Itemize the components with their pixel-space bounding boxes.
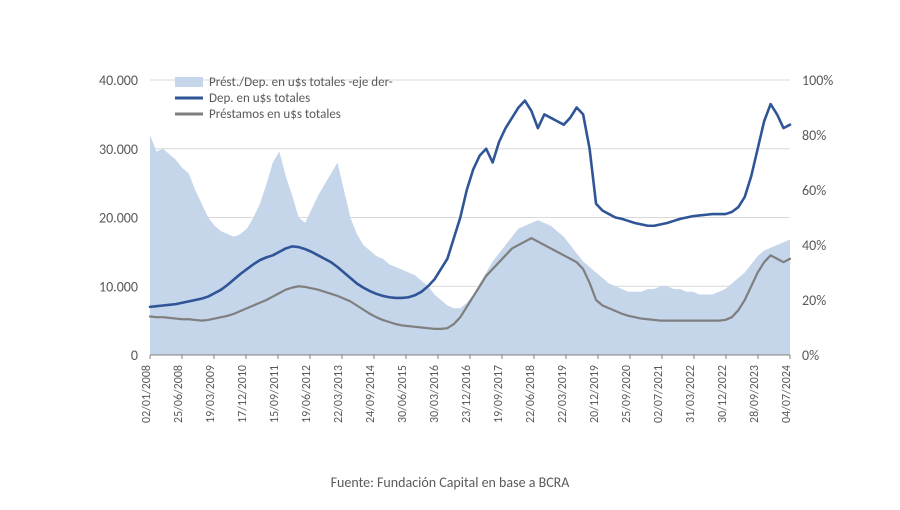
y-left-tick-label: 0 [131, 347, 138, 364]
legend-label: Préstamos en u$s totales [209, 107, 341, 122]
x-tick-label: 02/07/2021 [652, 365, 666, 423]
chart-plot-area: 0 10.000 20.000 30.000 40.000 0% 20% 40% 60% 80% 1… [0, 0, 900, 510]
x-tick-label: 17/12/2010 [236, 365, 250, 423]
y-right-tick-label: 40% [802, 237, 826, 254]
x-tick-label: 02/01/2008 [140, 365, 154, 423]
chart-svg: 0 10.000 20.000 30.000 40.000 0% 20% 40% 60% 80% 1… [0, 0, 900, 505]
y-left-tick-label: 40.000 [99, 72, 138, 89]
x-tick-label: 22/03/2019 [556, 365, 570, 423]
chart-source: Fuente: Fundación Capital en base a BCRA [0, 474, 900, 491]
y-right-tick-label: 60% [802, 182, 826, 199]
x-tick-label: 25/09/2020 [620, 365, 634, 423]
x-tick-label: 04/07/2024 [780, 365, 794, 423]
x-tick-label: 19/09/2017 [492, 365, 506, 423]
x-tick-label: 15/09/2011 [268, 365, 282, 423]
x-tick-label: 20/12/2019 [588, 365, 602, 423]
x-tick-label: 24/09/2014 [364, 365, 378, 423]
x-tick-label: 22/06/2018 [524, 365, 538, 423]
x-tick-label: 23/12/2016 [460, 365, 474, 423]
legend-label: Prést./Dep. en u$s totales -eje der- [209, 75, 393, 90]
legend-label: Dep. en u$s totales [209, 91, 310, 106]
x-tick-label: 31/03/2022 [684, 365, 698, 423]
y-left-tick-label: 30.000 [99, 141, 138, 158]
y-left-tick-label: 10.000 [99, 278, 138, 295]
y-left-tick-label: 20.000 [99, 210, 138, 227]
y-right-tick-label: 20% [802, 292, 826, 309]
x-tick-label: 28/09/2023 [748, 365, 762, 423]
legend-swatch [175, 77, 203, 87]
x-tick-label: 30/12/2022 [716, 365, 730, 423]
chart-figure: Préstamos y depósitos en dólares totales… [0, 0, 900, 505]
y-right-tick-label: 100% [802, 72, 833, 89]
y-right-tick-label: 0% [802, 347, 819, 364]
x-tick-label: 30/03/2016 [428, 365, 442, 423]
x-tick-label: 30/06/2015 [396, 365, 410, 423]
x-tick-label: 19/03/2009 [204, 365, 218, 423]
x-tick-label: 19/06/2012 [300, 365, 314, 423]
x-tick-label: 22/03/2013 [332, 365, 346, 423]
x-tick-label: 25/06/2008 [172, 365, 186, 423]
y-right-tick-label: 80% [802, 127, 826, 144]
